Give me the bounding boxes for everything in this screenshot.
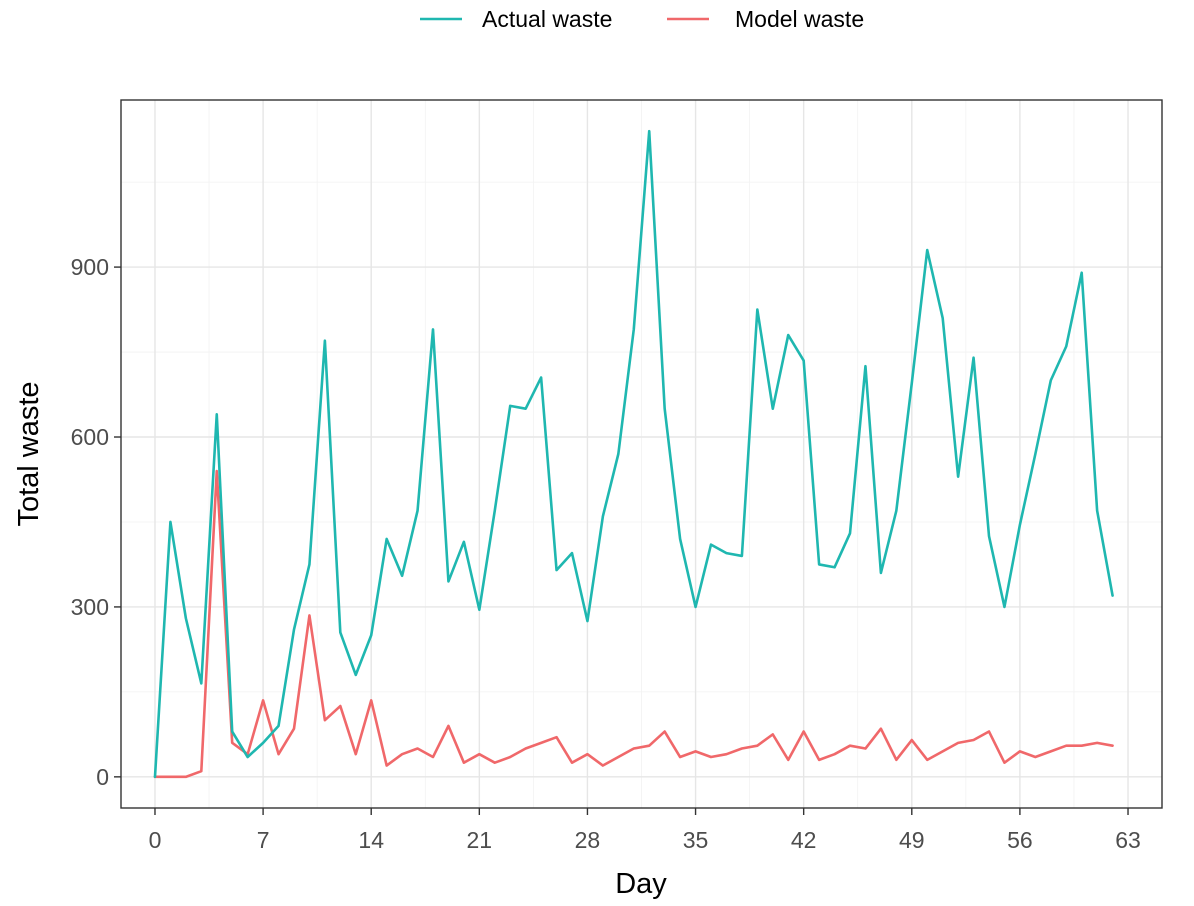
- y-axis-title: Total waste: [13, 381, 45, 526]
- x-tick-label: 21: [467, 827, 493, 853]
- series-line-model-waste: [153, 469, 1114, 779]
- x-axis-title: Day: [615, 868, 667, 900]
- y-tick-label: 0: [96, 764, 109, 790]
- x-tick-label: 28: [575, 827, 601, 853]
- series-line-actual-waste: [153, 129, 1114, 779]
- x-tick-label: 0: [149, 827, 162, 853]
- y-tick-label: 300: [71, 594, 109, 620]
- x-tick-label: 63: [1115, 827, 1141, 853]
- x-tick-label: 14: [358, 827, 384, 853]
- x-tick-label: 49: [899, 827, 925, 853]
- legend-label-actual-waste: Actual waste: [482, 6, 612, 32]
- x-tick-label: 35: [683, 827, 709, 853]
- y-tick-label: 900: [71, 254, 109, 280]
- legend-label-model-waste: Model waste: [735, 6, 864, 32]
- plot-border: [120, 99, 1163, 809]
- series-lines: [153, 129, 1114, 779]
- x-tick-label: 56: [1007, 827, 1033, 853]
- x-tick-label: 7: [257, 827, 270, 853]
- legend: Actual waste Model waste: [420, 6, 864, 32]
- y-axis: 0 300 600 900: [71, 254, 121, 790]
- x-axis: 0 7 14 21 28 35 42 49 56 63: [149, 808, 1141, 853]
- x-tick-label: 42: [791, 827, 817, 853]
- grid: [121, 100, 1162, 808]
- y-tick-label: 600: [71, 424, 109, 450]
